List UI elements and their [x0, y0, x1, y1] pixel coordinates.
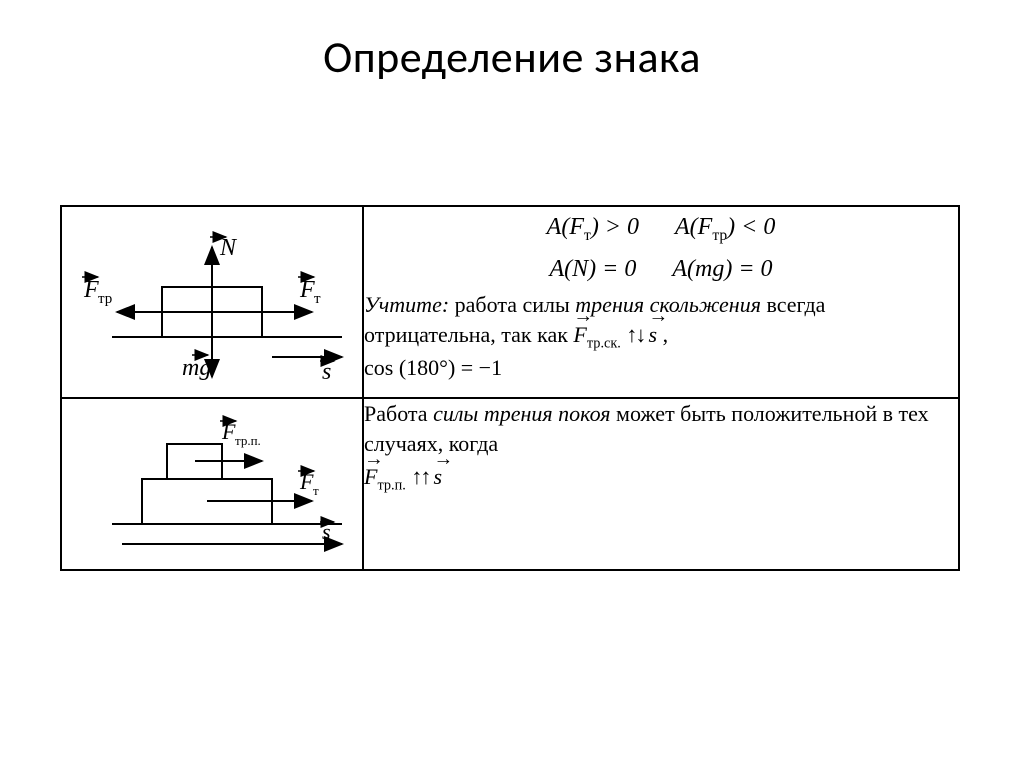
label-Ft: F	[299, 277, 315, 303]
label-Ftrp: F	[221, 419, 236, 444]
vec-Ftr: F	[573, 320, 586, 350]
cos-line: cos (180°) = −1	[364, 353, 958, 383]
vec-Ftrp: F	[364, 462, 377, 492]
row2-text1: Работа	[364, 401, 433, 426]
diagram-cell-1: N mg F т F тр s	[61, 206, 363, 398]
table-row: N mg F т F тр s A(Fт) > 0 A(Fтр) <	[61, 206, 959, 398]
vec-s-1: s	[649, 320, 658, 350]
vec-Ftrp-sub: тр.п.	[377, 478, 405, 494]
eq1b: A(F	[675, 214, 712, 240]
label-Ft-sub-2: т	[313, 483, 319, 498]
eq1a-sub: т	[584, 227, 591, 244]
eq2b: A(mg) = 0	[672, 256, 772, 282]
label-s-1: s	[322, 359, 331, 385]
eq1a-tail: ) > 0	[591, 214, 639, 240]
eq1b-tail: ) < 0	[727, 214, 775, 240]
note-text1: работа силы	[449, 292, 575, 317]
eq1b-sub: тр	[712, 227, 727, 244]
force-diagram-1: N mg F т F тр s	[62, 207, 362, 397]
content-table: N mg F т F тр s A(Fт) > 0 A(Fтр) <	[60, 205, 960, 571]
label-Ft-2: F	[299, 469, 314, 494]
vec-s-2: s	[433, 462, 442, 492]
label-N: N	[219, 235, 238, 261]
equation-line-1: A(Fт) > 0 A(Fтр) < 0	[364, 207, 958, 249]
row2-em: силы трения покоя	[433, 401, 610, 426]
page-title: Определение знака	[0, 0, 1024, 84]
row2-eq: Fтр.п. ↑↑ s	[364, 462, 958, 496]
force-diagram-2: F тр.п. F т s	[62, 399, 362, 569]
vec-Ftr-sub: тр.ск.	[587, 335, 621, 351]
eq2a: A(N) = 0	[549, 256, 636, 282]
note-line: Учтите: работа силы трения скольжения вс…	[364, 290, 958, 353]
label-Ftrp-sub: тр.п.	[235, 433, 261, 448]
table-row: F тр.п. F т s Работа силы трения покоя м…	[61, 398, 959, 570]
text-cell-2: Работа силы трения покоя может быть поло…	[363, 398, 959, 570]
label-Ftr: F	[83, 277, 99, 303]
equation-line-2: A(N) = 0 A(mg) = 0	[364, 249, 958, 290]
label-Ft-sub: т	[314, 291, 321, 307]
parallel-icon: ↑↑	[411, 464, 433, 489]
label-Ftr-sub: тр	[98, 291, 112, 307]
eq1a: A(F	[547, 214, 584, 240]
label-mg: mg	[182, 355, 211, 381]
diagram-cell-2: F тр.п. F т s	[61, 398, 363, 570]
note-lead: Учтите:	[364, 292, 449, 317]
text-cell-1: A(Fт) > 0 A(Fтр) < 0 A(N) = 0 A(mg) = 0 …	[363, 206, 959, 398]
antiparallel-icon: ↑↓	[626, 322, 648, 347]
